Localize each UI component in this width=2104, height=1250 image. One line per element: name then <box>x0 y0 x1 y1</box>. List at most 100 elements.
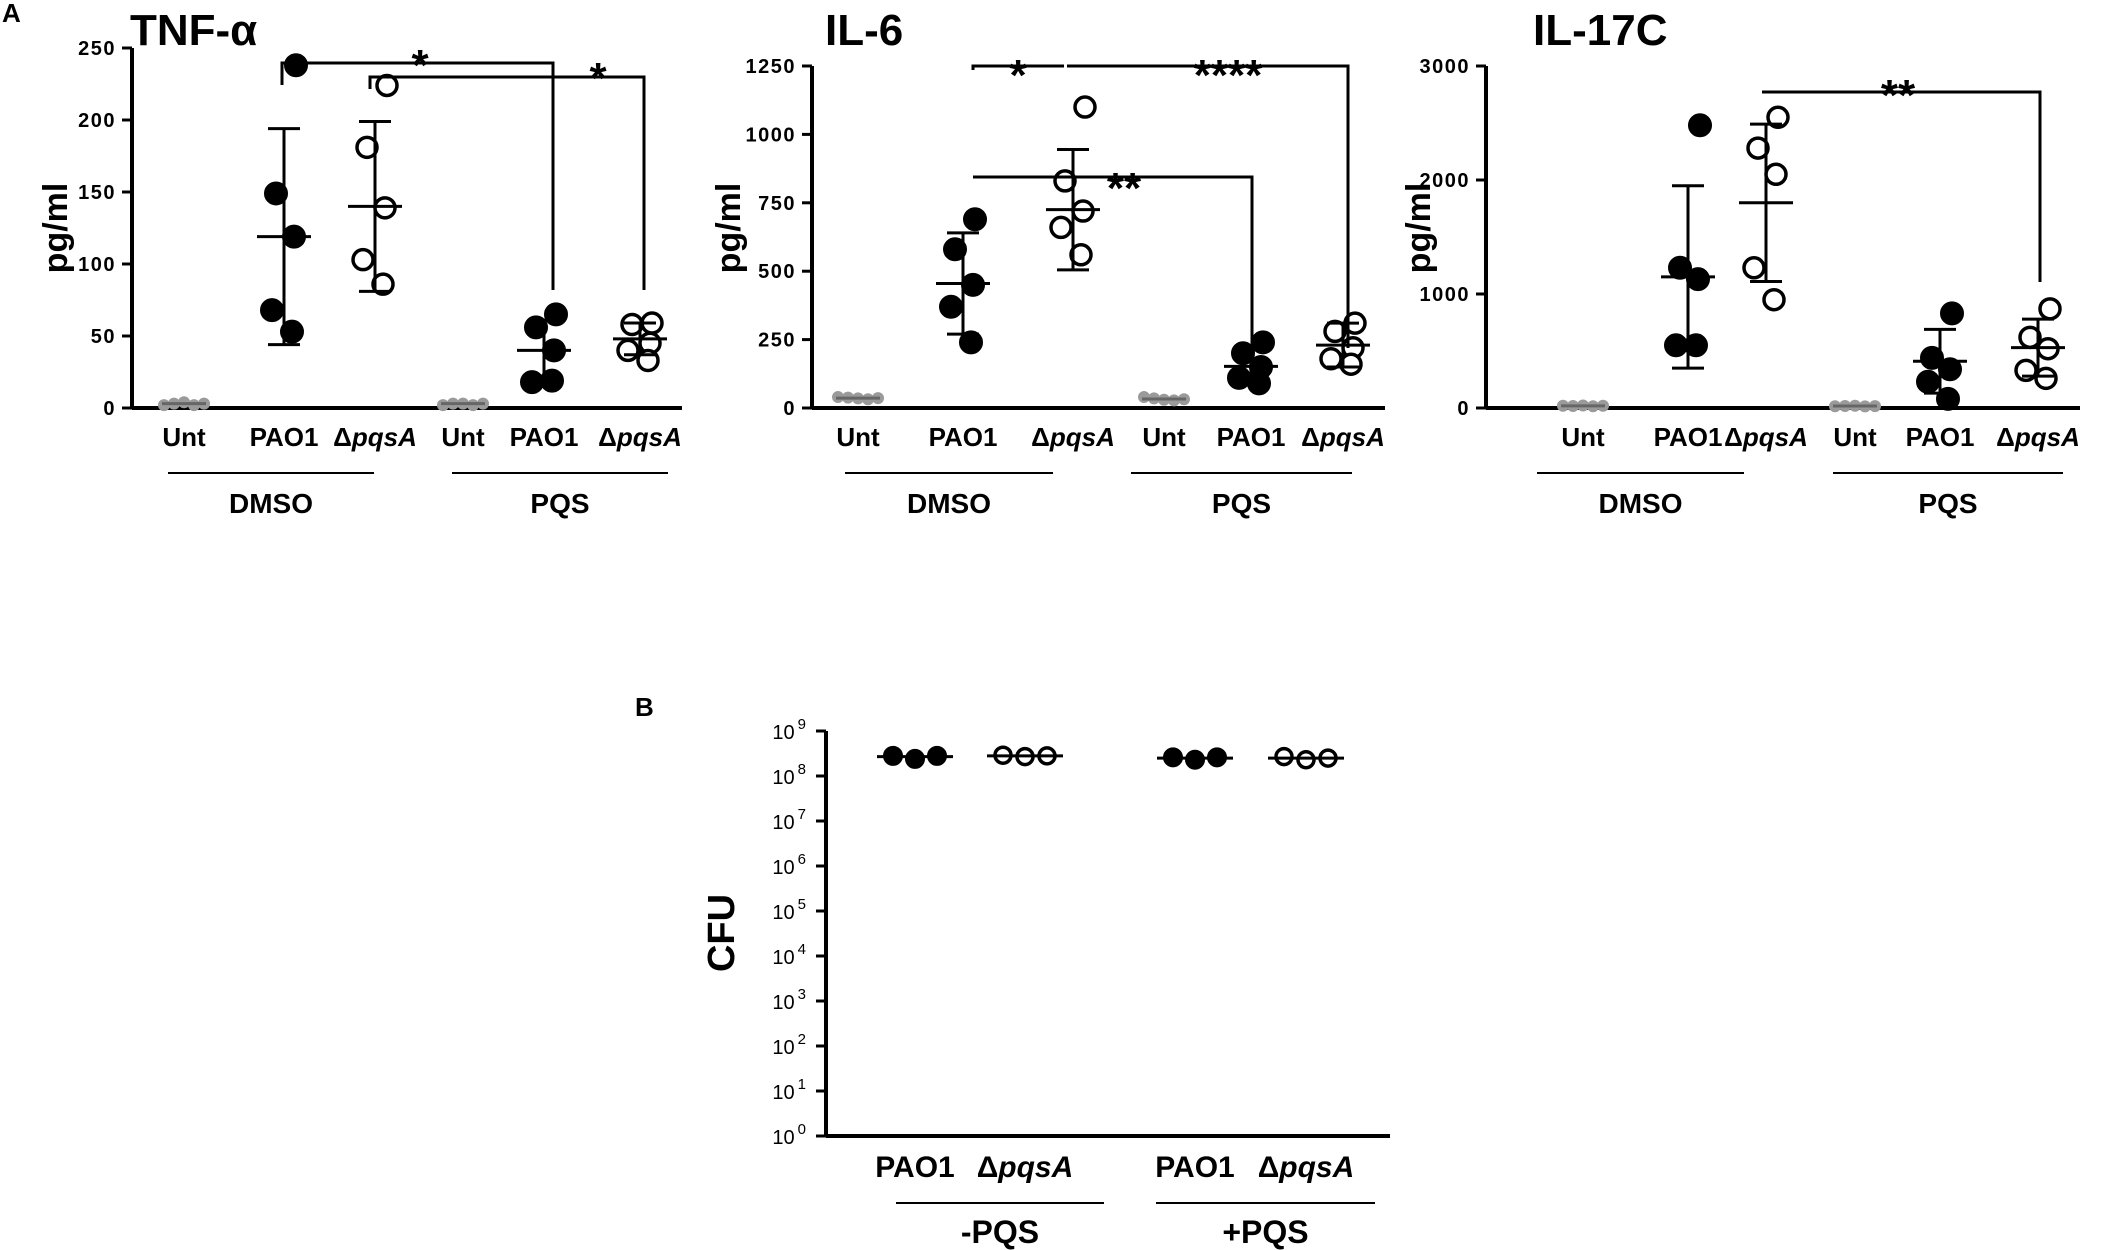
data-point <box>1274 746 1294 767</box>
y-tick-label: 10 4 <box>772 941 806 969</box>
data-point <box>1664 333 1688 358</box>
y-axis-label: CFU <box>701 894 743 972</box>
y-tick-label: 50 <box>91 326 116 348</box>
y-tick-label: 10 6 <box>772 851 806 879</box>
data-point <box>371 272 395 296</box>
x-tick-label: PAO1 <box>1654 422 1723 452</box>
x-tick-label: Unt <box>1142 422 1186 452</box>
chart-title: IL-6 <box>825 6 903 55</box>
y-tick-label: 2000 <box>1420 170 1471 192</box>
data-point <box>1746 136 1770 160</box>
y-tick-label: 10 1 <box>772 1076 806 1104</box>
chart-title: TNF-α <box>130 6 257 55</box>
y-tick-label: 500 <box>758 261 796 283</box>
x-tick-label: ΔpqsA <box>1996 422 2080 452</box>
y-tick-label: 10 3 <box>772 986 806 1014</box>
significance-label: **** <box>1194 51 1263 100</box>
group-label: PQS <box>530 488 589 519</box>
data-point <box>351 247 375 272</box>
y-axis-label: pg/ml <box>1400 183 1438 274</box>
significance-bracket <box>1762 90 2042 282</box>
x-tick-label: ΔpqsA <box>1258 1151 1355 1184</box>
significance-bracket <box>368 75 646 290</box>
y-tick-label: 3000 <box>1420 56 1471 78</box>
x-tick-label: ΔpqsA <box>333 422 417 452</box>
x-tick-label: PAO1 <box>250 422 319 452</box>
group-label: PQS <box>1212 488 1271 519</box>
data-point <box>1069 243 1093 267</box>
y-tick-label: 150 <box>78 182 116 204</box>
y-tick-label: 750 <box>758 193 796 215</box>
x-tick-label: Unt <box>162 422 206 452</box>
group-label: DMSO <box>229 488 313 519</box>
significance-bracket <box>1067 64 1350 348</box>
y-tick-label: 0 <box>783 398 796 420</box>
data-point <box>2034 366 2058 391</box>
data-point <box>963 207 987 232</box>
significance-label: ** <box>1107 164 1142 213</box>
data-point <box>1764 162 1788 187</box>
data-point <box>1231 341 1255 366</box>
significance-label: * <box>589 54 607 103</box>
significance-label: ** <box>1881 71 1916 120</box>
significance-bracket <box>973 175 1254 348</box>
x-tick-label: ΔpqsA <box>1031 422 1115 452</box>
group-label: DMSO <box>1599 488 1683 519</box>
x-tick-label: Unt <box>1561 422 1605 452</box>
data-point <box>1684 333 1708 358</box>
data-point <box>264 181 288 206</box>
panel-a-label: A <box>2 0 21 28</box>
significance-bracket <box>280 61 555 290</box>
x-tick-label: ΔpqsA <box>977 1151 1074 1184</box>
data-point <box>355 135 379 160</box>
y-tick-label: 0 <box>1457 398 1470 420</box>
x-tick-label: PAO1 <box>929 422 998 452</box>
data-point <box>1762 287 1786 312</box>
y-tick-label: 10 2 <box>772 1031 806 1059</box>
panel-b-label: B <box>635 692 654 722</box>
data-point <box>939 294 963 319</box>
y-tick-label: 10 9 <box>772 716 806 744</box>
data-point <box>1920 345 1944 370</box>
x-tick-label: PAO1 <box>875 1151 954 1184</box>
chart-tnf-: TNF-α pg/ml 0 50 100 150 200 250 Unt PAO1 ΔpqsA Unt… <box>37 6 682 519</box>
significance-label: * <box>411 41 429 90</box>
significance-bracket <box>971 64 1064 70</box>
x-tick-label: ΔpqsA <box>1724 422 1808 452</box>
data-point <box>616 338 640 363</box>
y-axis-label: pg/ml <box>37 183 75 274</box>
data-point <box>2038 297 2062 321</box>
group-label: -PQS <box>961 1214 1039 1250</box>
data-point <box>1227 365 1251 390</box>
data-point <box>1686 267 1710 292</box>
data-point <box>1916 369 1940 394</box>
data-point <box>524 315 548 340</box>
data-point <box>280 319 304 344</box>
data-point <box>1323 319 1347 344</box>
data-point <box>284 53 308 78</box>
y-tick-label: 250 <box>758 330 796 352</box>
x-tick-label: PAO1 <box>510 422 579 452</box>
y-tick-label: 1250 <box>746 56 797 78</box>
data-point <box>1668 255 1692 280</box>
x-tick-label: ΔpqsA <box>598 422 682 452</box>
data-point <box>1073 95 1097 119</box>
y-tick-label: 250 <box>78 38 116 60</box>
x-tick-label: PAO1 <box>1906 422 1975 452</box>
data-point <box>943 237 967 262</box>
data-point <box>1049 215 1073 240</box>
group-label: +PQS <box>1222 1214 1308 1250</box>
y-tick-label: 10 8 <box>772 761 806 789</box>
data-point <box>1940 301 1964 326</box>
chart-il-6: IL-6 pg/ml 0 250 500 750 1000 1250 Unt PAO1 ΔpqsA U… <box>710 6 1385 519</box>
y-axis-label: pg/ml <box>710 183 748 274</box>
x-tick-label: Unt <box>1833 422 1877 452</box>
data-point <box>1688 113 1712 138</box>
y-tick-label: 10 7 <box>772 806 806 834</box>
chart-title: IL-17C <box>1533 6 1667 55</box>
data-point <box>1296 749 1316 770</box>
